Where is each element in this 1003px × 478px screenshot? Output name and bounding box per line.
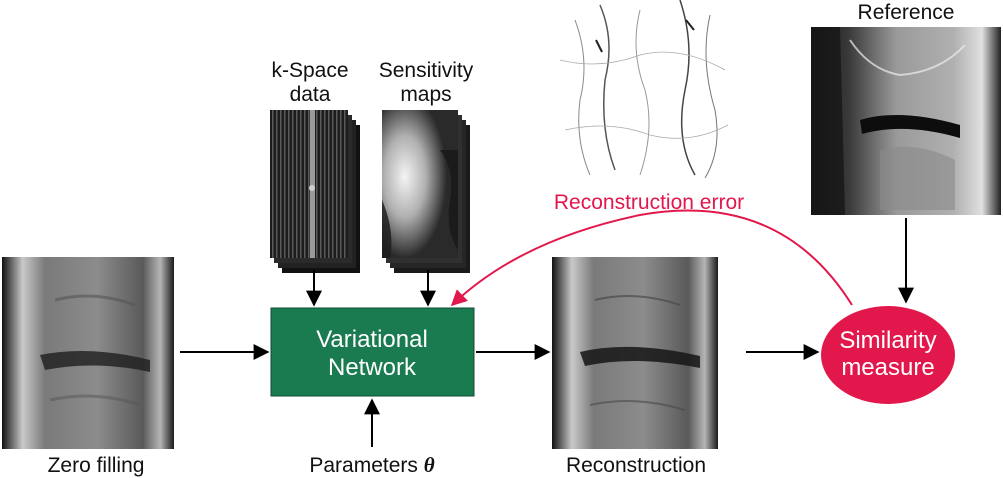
theta-symbol: θ xyxy=(424,453,435,477)
parameters-label: Parameters θ xyxy=(309,453,434,477)
parameters-text: Parameters xyxy=(309,454,418,477)
reference-label: Reference xyxy=(858,1,955,24)
reconstruction-error-label: Reconstruction error xyxy=(554,191,744,214)
network-label-line1: Variational xyxy=(316,326,428,353)
reconstruction-label: Reconstruction xyxy=(566,454,706,477)
kspace-label-line2: data xyxy=(290,83,331,106)
similarity-measure-node xyxy=(821,306,955,404)
arrow-error-feedback xyxy=(450,209,853,307)
sensitivity-maps-image xyxy=(382,110,470,273)
similarity-label-line1: Similarity xyxy=(839,327,936,354)
sensitivity-label-line1: Sensitivity xyxy=(379,59,474,82)
kspace-label-line1: k-Space xyxy=(271,59,348,82)
sensitivity-label-line2: maps xyxy=(400,83,451,106)
kspace-data-image xyxy=(270,110,360,273)
network-label-line2: Network xyxy=(328,354,417,381)
similarity-label-line2: measure xyxy=(841,354,934,381)
reconstruction-error-image xyxy=(553,0,731,179)
variational-network-box xyxy=(270,307,475,397)
zero-filling-label: Zero filling xyxy=(48,454,145,477)
reference-image xyxy=(811,27,1001,215)
zero-filling-image xyxy=(2,257,174,449)
reconstruction-image xyxy=(552,257,718,449)
